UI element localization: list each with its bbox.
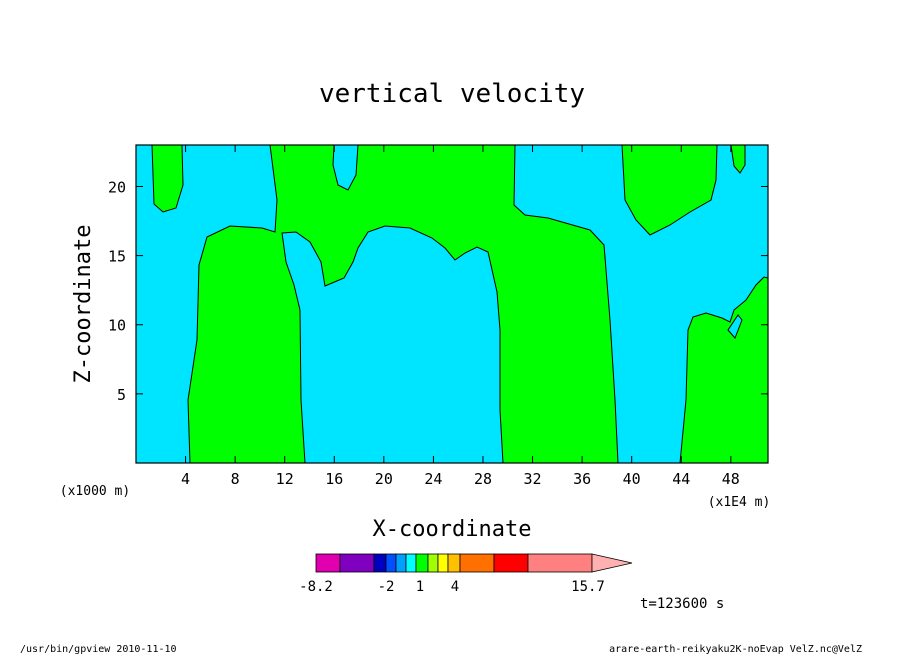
time-label: t=123600 s (640, 596, 724, 612)
x-tick-label: 36 (573, 470, 591, 488)
colorbar-swatch (415, 553, 429, 573)
colorbar-swatch (493, 553, 529, 573)
colorbar-swatch (315, 553, 341, 573)
x-tick-label: 32 (524, 470, 542, 488)
x-axis-label: X-coordinate (373, 517, 532, 542)
x-tick-label: 16 (325, 470, 343, 488)
x-tick-label: 4 (181, 470, 190, 488)
colorbar-swatch (339, 553, 375, 573)
x-unit-right: (x1E4 m) (708, 495, 771, 510)
colorbar-level-label: -8.2 (299, 579, 333, 595)
updraft-region (187, 144, 619, 464)
colorbar-swatch (427, 553, 439, 573)
x-tick-label: 44 (672, 470, 690, 488)
colorbar-swatch (437, 553, 449, 573)
colorbar-swatch (405, 553, 417, 573)
downdraft-region (727, 314, 743, 339)
colorbar-swatch (447, 553, 461, 573)
colorbar-level-label: -2 (378, 579, 395, 595)
x-tick-label: 12 (276, 470, 294, 488)
x-tick-label: 8 (231, 470, 240, 488)
colorbar-swatch (527, 553, 593, 573)
y-tick-label: 20 (108, 178, 126, 196)
chart-title: vertical velocity (319, 79, 585, 109)
x-unit-left: (x1000 m) (60, 484, 130, 499)
footer-right: arare-earth-reikyaku2K-noEvap_VelZ.nc@Ve… (609, 644, 862, 654)
colorbar (315, 553, 633, 573)
colorbar-swatch (385, 553, 397, 573)
y-tick-label: 15 (108, 248, 126, 266)
x-tick-label: 48 (722, 470, 740, 488)
colorbar-level-label: 1 (416, 579, 424, 595)
y-tick-label: 10 (108, 317, 126, 335)
colorbar-swatch (373, 553, 387, 573)
updraft-region (679, 276, 769, 464)
x-tick-label: 40 (623, 470, 641, 488)
x-tick-label: 28 (474, 470, 492, 488)
y-tick-label: 5 (117, 386, 126, 404)
colorbar-labels: -8.2 -2 1 4 15.7 (299, 579, 605, 595)
x-tick-label: 20 (375, 470, 393, 488)
plot-frame (135, 144, 769, 464)
colorbar-swatch (459, 553, 495, 573)
y-axis-label: Z-coordinate (71, 225, 96, 384)
colorbar-swatch (395, 553, 407, 573)
x-tick-label: 24 (424, 470, 442, 488)
updraft-region (151, 144, 184, 213)
colorbar-level-label: 4 (451, 579, 459, 595)
updraft-region (621, 144, 718, 236)
footer-left: /usr/bin/gpview 2010-11-10 (20, 644, 177, 654)
colorbar-level-label: 15.7 (571, 579, 605, 595)
colorbar-arrow (591, 553, 633, 573)
